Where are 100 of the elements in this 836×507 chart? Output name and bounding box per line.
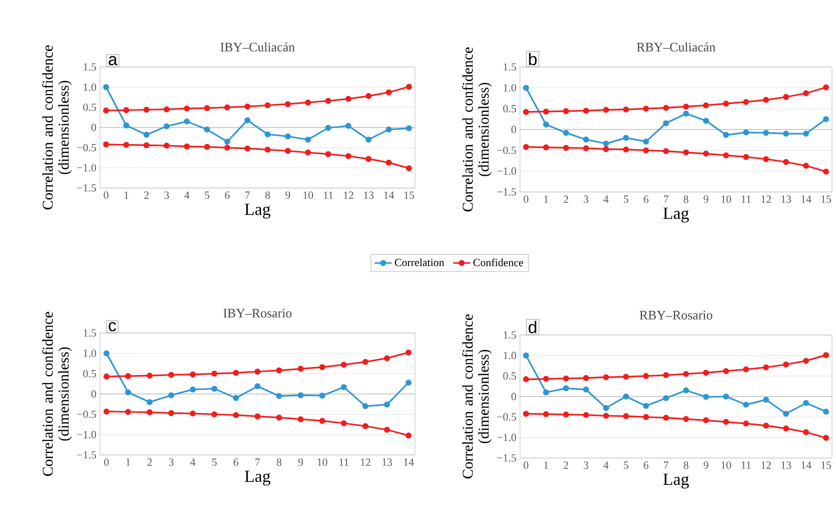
x-tick-label: 14 bbox=[384, 192, 394, 199]
point bbox=[763, 156, 770, 162]
point bbox=[663, 120, 670, 126]
chart-title: IBY–Rosario bbox=[223, 308, 292, 318]
x-tick-label: 13 bbox=[782, 462, 792, 469]
point bbox=[623, 146, 630, 152]
point bbox=[146, 409, 153, 416]
point bbox=[543, 376, 550, 382]
y-tick-label: −1.5 bbox=[497, 188, 516, 196]
point bbox=[276, 367, 282, 374]
point bbox=[298, 366, 304, 372]
x-tick-label: 9 bbox=[704, 196, 708, 203]
point bbox=[284, 133, 291, 140]
x-tick-label: 13 bbox=[782, 196, 792, 203]
point bbox=[723, 100, 730, 107]
x-tick-label: 13 bbox=[364, 192, 374, 199]
point bbox=[683, 104, 690, 110]
y-tick-label: 0 bbox=[511, 126, 516, 134]
chart-title: IBY–Culiacán bbox=[220, 42, 295, 52]
point bbox=[643, 138, 650, 145]
x-tick-label: 12 bbox=[762, 196, 771, 203]
point bbox=[298, 416, 304, 422]
y-tick-label: 1.0 bbox=[504, 352, 516, 360]
point bbox=[325, 98, 332, 104]
x-tick-label: 7 bbox=[664, 196, 668, 203]
point bbox=[103, 141, 110, 148]
point bbox=[362, 358, 368, 365]
y-tick-label: 1.0 bbox=[84, 83, 96, 91]
point bbox=[643, 147, 650, 154]
x-tick-label: 1 bbox=[544, 196, 548, 203]
point bbox=[184, 143, 190, 150]
point bbox=[603, 412, 610, 419]
point bbox=[164, 142, 170, 149]
point bbox=[623, 374, 630, 380]
point bbox=[543, 144, 550, 150]
point bbox=[325, 124, 332, 131]
x-tick-label: 7 bbox=[255, 458, 260, 466]
point bbox=[723, 393, 730, 400]
x-tick-label: 0 bbox=[104, 192, 108, 199]
point bbox=[211, 386, 218, 392]
point bbox=[623, 106, 630, 112]
point bbox=[103, 408, 110, 414]
x-tick-label: 1 bbox=[544, 462, 548, 469]
point bbox=[603, 146, 610, 152]
point bbox=[823, 168, 830, 175]
x-tick-label: 14 bbox=[802, 462, 812, 469]
point bbox=[763, 364, 770, 370]
point bbox=[563, 130, 570, 136]
x-tick-label: 5 bbox=[204, 192, 210, 199]
y-tick-label: −1.0 bbox=[77, 164, 96, 172]
point bbox=[224, 138, 230, 145]
point bbox=[563, 375, 570, 382]
x-tick-label: 12 bbox=[762, 462, 771, 469]
x-tick-label: 4 bbox=[184, 192, 190, 199]
point bbox=[803, 90, 810, 96]
y-axis-title: Correlation and confidence (dimensionless) bbox=[462, 314, 492, 478]
point bbox=[366, 136, 372, 143]
point bbox=[683, 370, 690, 377]
point bbox=[244, 145, 250, 152]
y-tick-label: 1.5 bbox=[504, 331, 516, 339]
point bbox=[743, 129, 750, 136]
x-tick-label: 14 bbox=[404, 458, 414, 466]
point bbox=[143, 132, 150, 138]
x-tick-label: 7 bbox=[664, 462, 668, 469]
point bbox=[304, 136, 311, 143]
point bbox=[345, 122, 352, 129]
point bbox=[232, 412, 239, 418]
point bbox=[803, 358, 810, 364]
x-tick-label: 10 bbox=[303, 192, 314, 199]
x-tick-label: 8 bbox=[276, 458, 282, 466]
x-tick-label: 5 bbox=[212, 458, 217, 466]
point bbox=[683, 110, 690, 117]
point bbox=[763, 422, 770, 429]
point bbox=[523, 84, 530, 91]
point bbox=[224, 104, 230, 110]
point bbox=[125, 408, 132, 415]
point bbox=[146, 372, 153, 379]
x-tick-label: 11 bbox=[742, 462, 751, 469]
point bbox=[523, 108, 530, 115]
y-axis-title: Correlation and confidence (dimensionless) bbox=[42, 45, 72, 210]
point bbox=[304, 149, 311, 156]
point bbox=[563, 108, 570, 114]
y-tick-label: −1.5 bbox=[497, 454, 516, 462]
point bbox=[184, 118, 190, 124]
point bbox=[204, 105, 210, 112]
point bbox=[663, 395, 670, 402]
point bbox=[340, 362, 347, 368]
x-tick-label: 4 bbox=[190, 458, 196, 466]
point bbox=[304, 99, 311, 106]
point bbox=[583, 375, 590, 382]
point bbox=[103, 350, 110, 356]
point bbox=[703, 394, 710, 400]
y-tick-label: 0.5 bbox=[83, 104, 96, 112]
x-tick-label: 6 bbox=[234, 458, 238, 466]
point bbox=[276, 393, 282, 400]
point bbox=[763, 130, 770, 136]
x-tick-label: 11 bbox=[340, 458, 348, 466]
point bbox=[583, 386, 590, 393]
point bbox=[543, 121, 550, 128]
point bbox=[643, 372, 650, 379]
